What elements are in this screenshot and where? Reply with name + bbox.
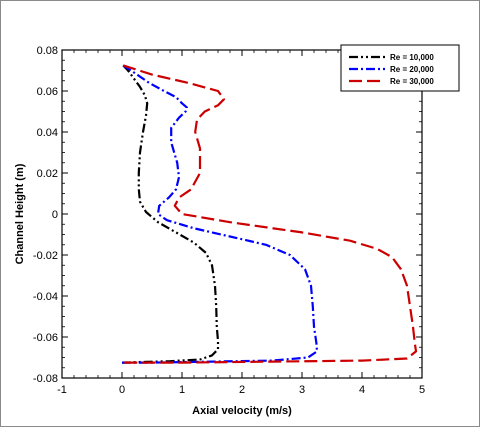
x-axis: -1 0 1 2 3 4 5 <box>57 50 425 396</box>
series-layer <box>121 64 418 364</box>
x-tick-label: 1 <box>179 384 185 396</box>
x-tick-label: 3 <box>299 384 305 396</box>
series-line-2 <box>122 64 319 364</box>
x-axis-label: Axial velocity (m/s) <box>192 405 292 417</box>
series-line-3 <box>122 64 418 364</box>
x-tick-label: 2 <box>239 384 245 396</box>
y-tick-label: 0.04 <box>37 127 58 139</box>
y-tick-label: -0.06 <box>33 332 58 344</box>
legend-label-2: Re = 20,000 <box>390 65 434 74</box>
y-tick-label: 0.06 <box>37 86 58 98</box>
legend-label-3: Re = 30,000 <box>390 77 434 86</box>
y-tick-label: 0.08 <box>37 45 58 57</box>
x-tick-label: 0 <box>119 384 125 396</box>
x-tick-label: 4 <box>359 384 365 396</box>
y-tick-label: -0.02 <box>33 250 58 262</box>
x-tick-label: 5 <box>419 384 425 396</box>
y-tick-label: -0.08 <box>33 373 58 385</box>
y-tick-label: 0 <box>52 209 58 221</box>
series-line-1 <box>121 64 220 364</box>
y-tick-label: 0.02 <box>37 168 58 180</box>
legend-box <box>340 44 460 92</box>
x-tick-label: -1 <box>57 384 67 396</box>
legend: Re = 10,000 Re = 20,000 Re = 30,000 <box>340 44 460 92</box>
legend-label-1: Re = 10,000 <box>390 53 434 62</box>
y-tick-label: -0.04 <box>33 291 58 303</box>
y-axis-label: Channel Height (m) <box>14 163 26 264</box>
